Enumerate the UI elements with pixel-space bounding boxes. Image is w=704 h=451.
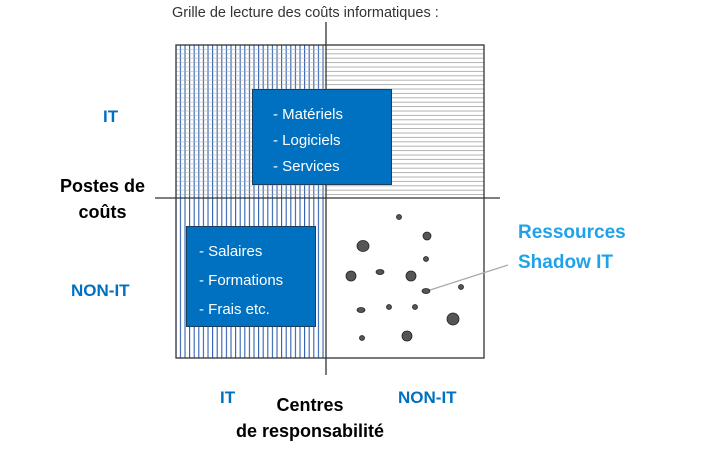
list-item: - Frais etc. xyxy=(199,301,270,318)
shadow-it-dot xyxy=(375,269,385,275)
non-it-costs-box: - Salaires - Formations - Frais etc. xyxy=(186,226,316,327)
x-axis-label: Centres de responsabilité xyxy=(225,392,395,444)
shadow-it-dot xyxy=(356,307,366,313)
shadow-it-dot xyxy=(412,304,418,310)
shadow-it-dot xyxy=(422,231,432,241)
list-item: - Matériels xyxy=(273,106,344,123)
list-item: - Formations xyxy=(199,272,284,289)
x-category-it: IT xyxy=(220,388,236,407)
shadow-it-dot xyxy=(446,312,460,326)
grid-frame xyxy=(175,44,485,359)
y-axis-label: Postes de coûts xyxy=(45,173,160,225)
shadow-it-dot xyxy=(386,304,392,310)
y-category-non-it: NON-IT xyxy=(71,281,130,300)
shadow-it-dot xyxy=(345,270,357,282)
y-category-it: IT xyxy=(103,107,119,126)
list-item: - Services xyxy=(273,158,340,175)
list-item: - Salaires xyxy=(199,243,263,260)
shadow-it-dots xyxy=(345,214,464,342)
list-item: - Logiciels xyxy=(273,132,341,149)
shadow-it-dot xyxy=(405,270,417,282)
y-axis-label-line: coûts xyxy=(78,202,127,222)
it-costs-box: - Matériels - Logiciels - Services xyxy=(252,89,392,185)
x-category-non-it: NON-IT xyxy=(398,388,457,407)
shadow-it-dot xyxy=(423,256,429,262)
x-axis-label-line: de responsabilité xyxy=(235,421,385,441)
shadow-it-callout: Ressources Shadow IT xyxy=(518,218,626,278)
shadow-it-dot xyxy=(401,330,413,342)
x-axis-label-line: Centres xyxy=(276,395,344,415)
shadow-it-dot xyxy=(359,335,365,341)
y-axis-label-line: Postes de xyxy=(59,176,146,196)
callout-leader-line xyxy=(429,264,509,291)
shadow-it-dot xyxy=(396,214,402,220)
callout-line: Ressources xyxy=(518,222,626,243)
shadow-it-dot xyxy=(421,288,431,294)
callout-line: Shadow IT xyxy=(518,252,613,273)
shadow-it-dot xyxy=(356,240,370,252)
shadow-it-dot xyxy=(458,284,464,290)
diagram-title: Grille de lecture des coûts informatique… xyxy=(172,5,439,21)
